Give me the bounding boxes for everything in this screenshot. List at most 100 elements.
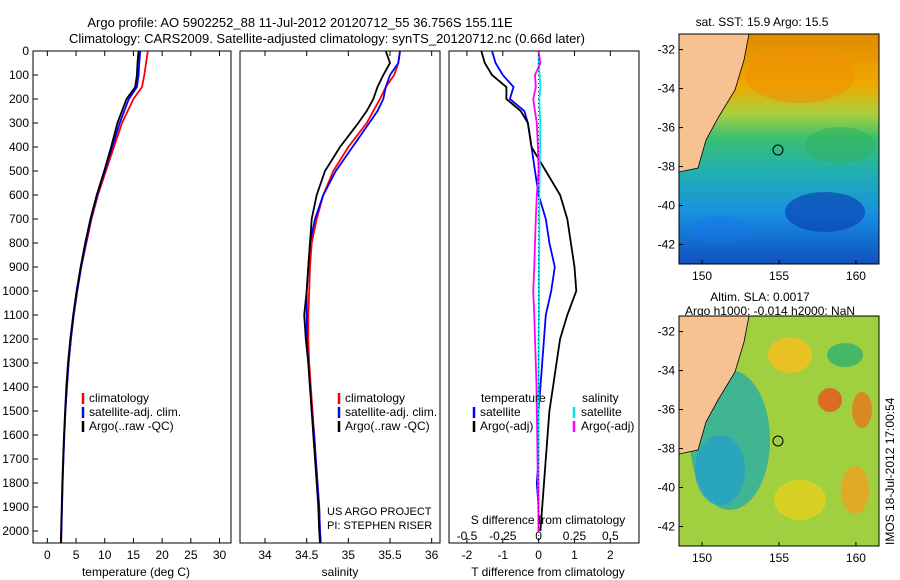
salinity-difference-tick-label: -0.5 — [457, 529, 478, 543]
map-x-tick-label: 150 — [692, 551, 712, 565]
temperature-legend: climatology satellite-adj. clim. Argo(..… — [81, 391, 181, 433]
difference-x-ticks: -2 -1 0 1 2 — [462, 51, 614, 562]
sst-warm-patch — [745, 47, 855, 103]
imos-timestamp: IMOS 18-Jul-2012 17:00:54 — [883, 397, 897, 545]
temperature-lines — [59, 51, 149, 543]
depth-tick-label: 1000 — [2, 284, 29, 298]
depth-tick-label: 200 — [9, 92, 29, 106]
sla-high-patch — [852, 392, 872, 428]
depth-tick-label: 300 — [9, 116, 29, 130]
difference-legend: temperature salinity satellite Argo(-adj… — [472, 391, 634, 433]
depth-tick-label: 1300 — [2, 356, 29, 370]
legend-t-argo: Argo(-adj) — [480, 419, 533, 433]
temperature-x-tick-label: 10 — [98, 548, 112, 562]
depth-tick-label: 1700 — [2, 452, 29, 466]
temperature-axes-box — [32, 50, 232, 544]
figure-title-line2: Climatology: CARS2009. Satellite-adjuste… — [69, 31, 585, 46]
sst-map-title: sat. SST: 15.9 Argo: 15.5 — [696, 15, 829, 29]
depth-tick-label: 500 — [9, 164, 29, 178]
figure-title-line1: Argo profile: AO 5902252_88 11-Jul-2012 … — [87, 15, 513, 30]
sla-map-image — [679, 316, 879, 546]
difference-axes-box — [448, 50, 640, 544]
salinity-x-tick-label: 36 — [425, 548, 439, 562]
sla-map-ticks: 150 155 160 -32 -34 -36 -38 -40 -42 — [658, 325, 867, 565]
temperature-x-ticks: 0 5 10 15 20 25 30 — [44, 51, 227, 562]
sla-high-patch — [768, 337, 812, 373]
map-y-tick-label: -38 — [658, 160, 676, 174]
sst-green-patch — [805, 127, 875, 163]
map-x-tick-label: 150 — [692, 269, 712, 283]
argo-location-marker — [772, 435, 784, 447]
legend-header-temperature: temperature — [481, 391, 546, 405]
map-x-tick-label: 160 — [846, 269, 866, 283]
depth-tick-label: 1100 — [3, 308, 29, 322]
project-annotation-line1: US ARGO PROJECT — [327, 506, 432, 518]
salinity-difference-tick-label: -0.25 — [489, 529, 517, 543]
difference-x-tick-label: 0 — [535, 548, 542, 562]
salinity-line-argo-raw-qc- — [303, 51, 391, 543]
depth-tick-label: 1400 — [2, 380, 29, 394]
temperature-line-argo-raw-qc- — [59, 51, 140, 543]
legend-satellite: satellite-adj. clim. — [89, 405, 181, 419]
salinity-legend: climatology satellite-adj. clim. Argo(..… — [337, 391, 437, 433]
difference-x-tick-label: -2 — [462, 548, 473, 562]
depth-tick-label: 800 — [9, 236, 29, 250]
difference-line-temperature-argo-adj- — [480, 51, 578, 532]
land-mass — [679, 316, 750, 455]
temperature-x-tick-label: 0 — [44, 548, 51, 562]
difference-x-tick-label: -1 — [497, 548, 508, 562]
sst-map-ticks: 150 155 160 -32 -34 -36 -38 -40 -42 — [658, 43, 867, 283]
map-y-tick-label: -32 — [658, 43, 676, 57]
sla-map-panel: Altim. SLA: 0.0017 Argo h1000: -0.014 h2… — [658, 290, 880, 565]
sst-map-image — [679, 34, 879, 264]
legend-satellite: satellite-adj. clim. — [345, 405, 437, 419]
salinity-x-ticks: 34 34.5 35 35.5 36 — [258, 51, 439, 562]
depth-tick-label: 100 — [9, 68, 29, 82]
depth-tick-label: 600 — [9, 188, 29, 202]
legend-argo: Argo(..raw -QC) — [89, 419, 174, 433]
depth-tick-label: 400 — [9, 140, 29, 154]
depth-tick-label: 2000 — [2, 524, 29, 538]
depth-tick-label: 1500 — [2, 404, 29, 418]
map-y-tick-label: -34 — [658, 82, 676, 96]
difference-xlabel-top: S difference from climatology — [471, 513, 626, 527]
depth-tick-label: 900 — [9, 260, 29, 274]
salinity-panel: 34 34.5 35 35.5 36 salinity climatology sate… — [239, 50, 441, 579]
legend-t-satellite: satellite — [480, 405, 521, 419]
sla-map-title-line1: Altim. SLA: 0.0017 — [710, 290, 810, 304]
depth-tick-label: 1200 — [2, 332, 29, 346]
argo-location-marker — [772, 144, 784, 156]
legend-argo: Argo(..raw -QC) — [345, 419, 430, 433]
sla-map-title-line2: Argo h1000: -0.014 h2000: NaN — [685, 304, 855, 318]
map-x-tick-label: 155 — [769, 551, 789, 565]
salinity-difference-ticks: -0.5 -0.25 0 0.25 0.5 — [457, 529, 619, 543]
temperature-x-tick-label: 5 — [73, 548, 80, 562]
temperature-xlabel: temperature (deg C) — [82, 565, 190, 579]
salinity-xlabel: salinity — [322, 565, 359, 579]
depth-tick-label: 1600 — [2, 428, 29, 442]
salinity-difference-tick-label: 0.5 — [602, 529, 619, 543]
sla-high-patch — [841, 466, 869, 514]
salinity-difference-tick-label: 0 — [535, 529, 542, 543]
map-y-tick-label: -42 — [658, 520, 676, 534]
temperature-x-tick-label: 30 — [213, 548, 227, 562]
map-x-tick-label: 160 — [846, 551, 866, 565]
salinity-x-tick-label: 34 — [258, 548, 272, 562]
sla-low-patch — [827, 343, 863, 367]
difference-x-tick-label: 1 — [571, 548, 578, 562]
sla-high-patch — [818, 388, 842, 412]
map-y-tick-label: -40 — [658, 199, 676, 213]
land-mass — [679, 34, 750, 173]
salinity-difference-tick-label: 0.25 — [563, 529, 587, 543]
legend-climatology: climatology — [345, 391, 405, 405]
salinity-lines — [303, 51, 401, 543]
temperature-x-tick-label: 25 — [184, 548, 198, 562]
sla-high-patch — [774, 480, 826, 520]
map-y-tick-label: -38 — [658, 442, 676, 456]
map-y-tick-label: -42 — [658, 238, 676, 252]
difference-lines — [480, 51, 578, 543]
map-y-tick-label: -36 — [658, 121, 676, 135]
project-annotation-line2: PI: STEPHEN RISER — [327, 520, 432, 532]
legend-s-argo: Argo(-adj) — [581, 419, 634, 433]
map-x-tick-label: 155 — [769, 269, 789, 283]
